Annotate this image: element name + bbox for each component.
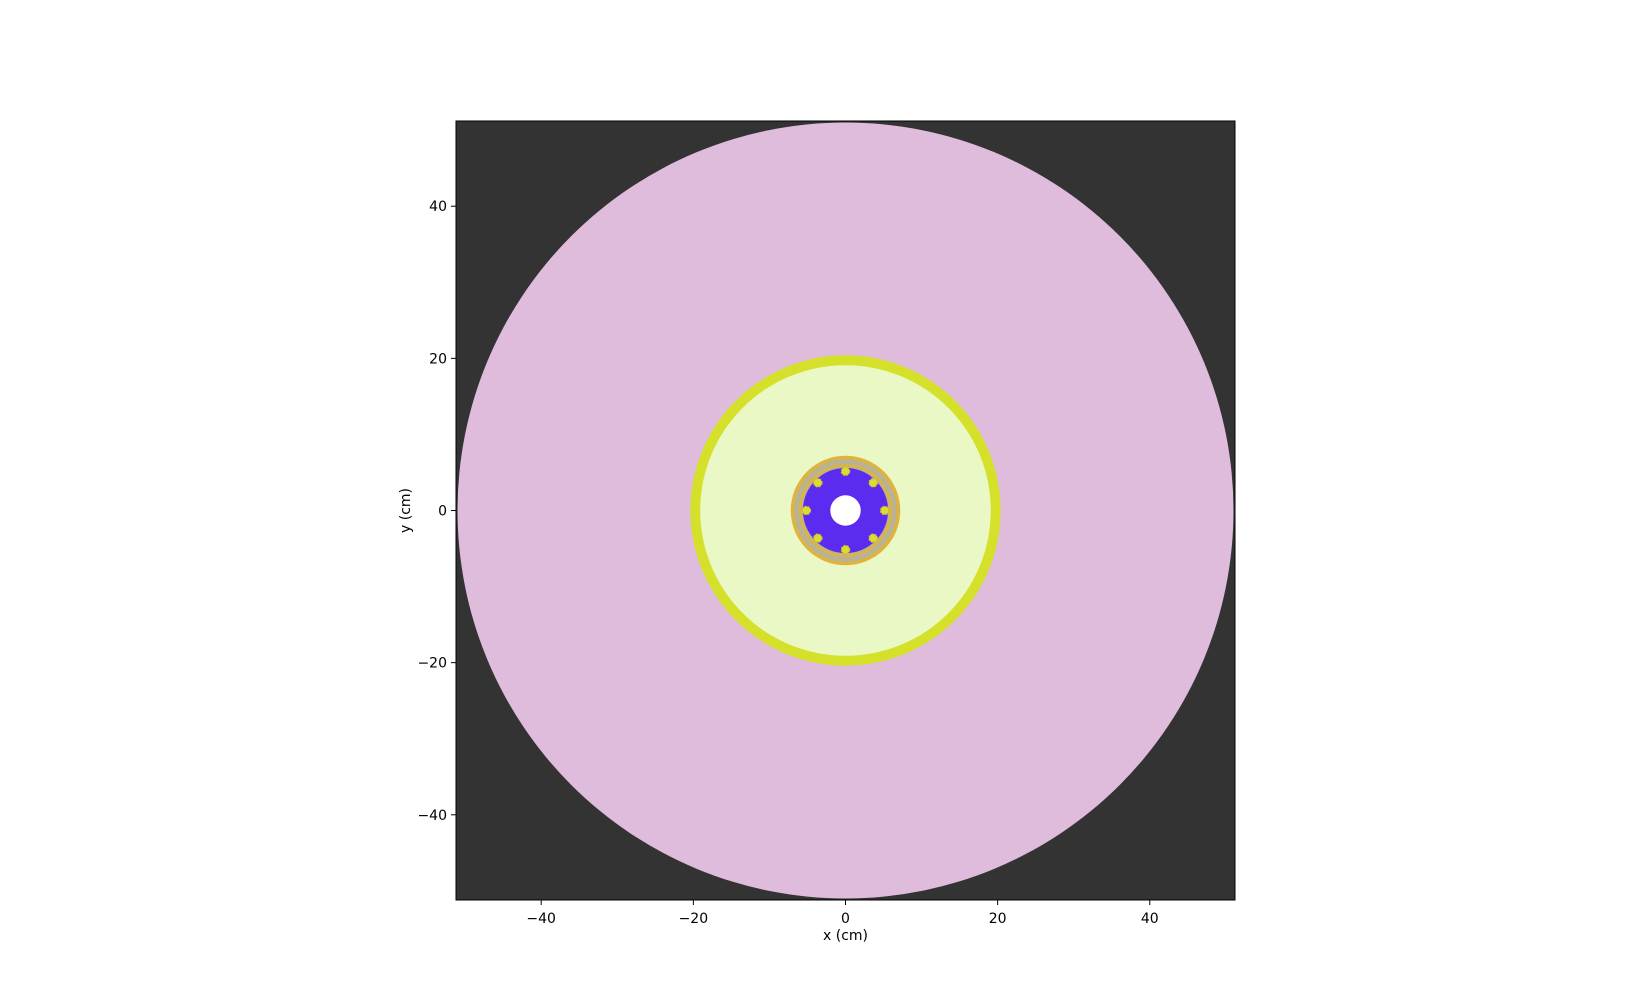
region-central-void <box>830 495 861 526</box>
y-axis: −40 −20 0 20 40 <box>417 199 456 824</box>
x-axis-label: x (cm) <box>823 928 868 944</box>
pins-layer <box>801 466 890 555</box>
y-tick-label: −20 <box>417 656 447 672</box>
x-tick-label: 20 <box>989 911 1007 927</box>
fuel-pin-6 <box>813 533 823 543</box>
fuel-pin-3 <box>840 466 851 477</box>
x-tick-label: −40 <box>526 911 556 927</box>
x-axis: −40 −20 0 20 40 <box>526 900 1159 927</box>
fuel-pin-8 <box>868 533 878 543</box>
y-axis-label: y (cm) <box>398 488 414 533</box>
y-tick-label: 40 <box>429 199 447 215</box>
x-tick-label: 0 <box>841 911 850 927</box>
fuel-pin-5 <box>801 505 812 516</box>
fuel-pin-7 <box>840 544 851 555</box>
y-tick-label: 20 <box>429 351 447 367</box>
y-tick-label: 0 <box>438 504 447 520</box>
x-tick-label: 40 <box>1141 911 1159 927</box>
fuel-pin-2 <box>868 478 878 488</box>
x-tick-label: −20 <box>679 911 709 927</box>
y-tick-label: −40 <box>417 808 447 824</box>
fuel-pin-4 <box>813 478 823 488</box>
fuel-pin-1 <box>879 505 890 516</box>
regions-layer <box>457 122 1234 899</box>
